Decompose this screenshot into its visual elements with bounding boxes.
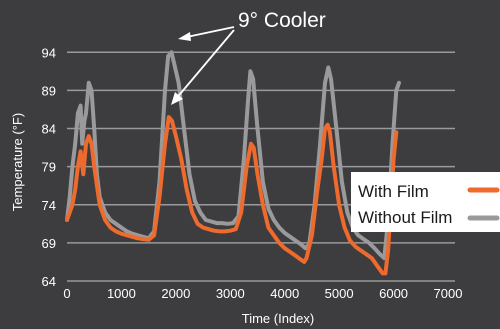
x-axis-title: Time (Index) [242, 311, 314, 326]
y-axis-ticks: 64 69 74 79 84 89 94 [42, 45, 56, 289]
y-tick-label-64: 64 [42, 274, 56, 289]
x-tick-label-1000: 1000 [107, 286, 136, 301]
legend-label-with-film: With Film [358, 182, 429, 201]
legend: With Film Without Film [351, 172, 500, 232]
x-tick-label-6000: 6000 [379, 286, 408, 301]
annotation-arrow-lower [174, 29, 235, 101]
x-tick-label-0: 0 [63, 286, 70, 301]
y-tick-label-74: 74 [42, 198, 56, 213]
annotation-arrow-upper [181, 26, 235, 39]
annotation: 9° Cooler [171, 9, 326, 105]
y-axis-title: Temperature (°F) [10, 113, 25, 211]
legend-box [351, 172, 500, 232]
y-tick-label-94: 94 [42, 45, 56, 60]
x-axis-ticks: 0 1000 2000 3000 4000 5000 6000 7000 [63, 286, 462, 301]
x-tick-label-5000: 5000 [325, 286, 354, 301]
annotation-arrowhead-lower [171, 92, 183, 105]
y-tick-label-79: 79 [42, 160, 56, 175]
x-tick-label-3000: 3000 [216, 286, 245, 301]
x-tick-label-7000: 7000 [434, 286, 463, 301]
series-line-without-film [65, 50, 401, 261]
plot-area [65, 50, 401, 276]
series-line-with-film [65, 115, 399, 276]
y-tick-label-84: 84 [42, 122, 56, 137]
y-tick-label-89: 89 [42, 83, 56, 98]
legend-label-without-film: Without Film [358, 208, 452, 227]
y-tick-label-69: 69 [42, 236, 56, 251]
x-tick-label-4000: 4000 [270, 286, 299, 301]
annotation-label: 9° Cooler [238, 9, 326, 32]
annotation-arrowhead-upper [178, 32, 191, 41]
x-tick-label-2000: 2000 [161, 286, 190, 301]
